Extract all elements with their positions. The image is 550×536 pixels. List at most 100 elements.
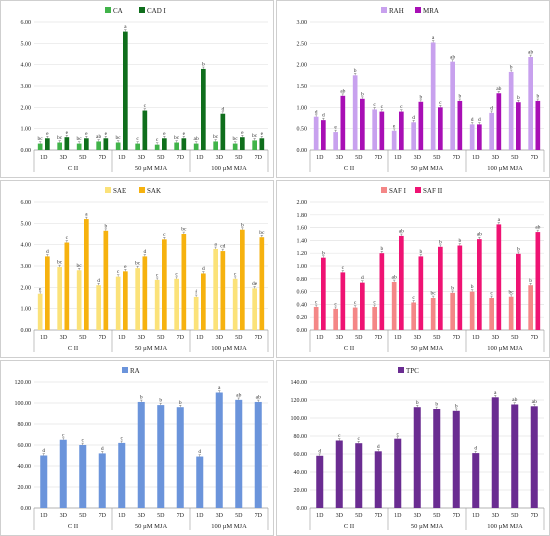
significance-label: ab — [512, 397, 517, 403]
significance-label: d — [361, 275, 364, 281]
x-tick-label: 3D — [414, 335, 422, 341]
x-tick-label: 7D — [255, 513, 263, 519]
bar-sae-11 — [232, 278, 238, 330]
y-tick-label: 2.00 — [21, 105, 32, 111]
y-tick-label: 120.00 — [291, 398, 308, 404]
y-tick-label: 0.80 — [297, 277, 308, 283]
bar-ca-12 — [252, 140, 257, 150]
chart-panel-3: SAE SAK0.001.002.003.004.005.006.00ed1Dbc… — [0, 180, 274, 358]
bar-sae-3 — [76, 270, 82, 330]
bar-saf-i-3 — [352, 307, 358, 330]
bar-mra-12 — [535, 100, 541, 150]
y-tick-label: 1.50 — [297, 84, 308, 90]
x-tick-label: 7D — [375, 513, 383, 519]
legend-swatch-saf-i — [381, 187, 387, 193]
chart-panel-5: RA 0.00 20.00 40.00 60.00 80.00 100.00 120.00 d 1… — [0, 360, 274, 536]
x-tick-label: 3D — [492, 335, 500, 341]
significance-label: bc — [181, 227, 187, 233]
x-tick-label: 3D — [492, 155, 500, 161]
significance-label: c — [175, 271, 178, 277]
x-tick-label: 3D — [336, 335, 344, 341]
x-tick-label: 1D — [394, 513, 402, 519]
x-tick-label: 7D — [453, 335, 461, 341]
y-tick-label: 2.00 — [297, 63, 308, 69]
panel-border — [276, 0, 550, 178]
bar-tpc-6 — [413, 407, 421, 508]
bar-saf-ii-2 — [340, 272, 346, 330]
bar-mra-1 — [321, 120, 326, 150]
y-tick-label: 1.80 — [297, 213, 308, 219]
bar-saf-ii-6 — [418, 256, 424, 330]
x-tick-label: 1D — [196, 155, 204, 161]
bar-saf-ii-9 — [477, 239, 482, 330]
legend-label: CA — [113, 7, 123, 15]
x-tick-label: 1D — [394, 335, 402, 341]
bar-sak-1 — [45, 256, 50, 330]
x-tick-label: 3D — [60, 513, 68, 519]
group-label: 50 µM MJA — [135, 165, 168, 172]
significance-label: c — [439, 100, 442, 106]
significance-label: bc — [233, 136, 239, 142]
significance-label: b — [517, 246, 520, 252]
bar-ca-2 — [57, 142, 62, 150]
bar-saf-i-8 — [450, 292, 455, 330]
bar-saf-ii-11 — [516, 253, 521, 330]
bar-cad-i-12 — [259, 138, 265, 150]
y-tick-label: 80.00 — [294, 434, 308, 440]
significance-label: d — [143, 249, 146, 255]
bar-mra-9 — [477, 124, 482, 150]
group-label: 50 µM MJA — [135, 523, 168, 530]
significance-label: bc — [116, 135, 122, 141]
x-tick-label: 5D — [235, 155, 243, 161]
bar-saf-ii-10 — [496, 224, 502, 330]
chart-panel-6: TPC 0.00 20.00 40.00 60.00 80.00 100.00 120.00 1… — [276, 360, 550, 536]
x-tick-label: 1D — [472, 335, 480, 341]
y-tick-label: 0.20 — [297, 315, 308, 321]
significance-label: b — [458, 238, 461, 244]
significance-label: bc — [77, 263, 83, 269]
significance-label: c — [400, 104, 403, 110]
x-tick-label: 1D — [196, 335, 204, 341]
x-tick-label: 3D — [138, 155, 146, 161]
significance-label: c — [490, 291, 493, 297]
significance-label: b — [140, 395, 143, 401]
significance-label: c — [412, 295, 415, 301]
bar-mra-2 — [340, 95, 346, 150]
bar-tpc-1 — [316, 455, 324, 508]
x-tick-label: 3D — [216, 513, 224, 519]
bar-saf-i-5 — [391, 282, 397, 330]
significance-label: bc — [252, 133, 258, 139]
bar-sae-4 — [96, 285, 101, 330]
bar-mra-11 — [516, 102, 521, 150]
x-tick-label: 5D — [79, 155, 87, 161]
x-tick-label: 7D — [255, 335, 263, 341]
x-tick-label: 7D — [177, 513, 185, 519]
y-tick-label: 4.00 — [21, 63, 32, 69]
x-tick-label: 7D — [255, 155, 263, 161]
y-tick-label: 1.40 — [297, 238, 308, 244]
bar-ra-6 — [137, 401, 145, 508]
bar-saf-ii-12 — [535, 232, 541, 330]
y-tick-label: 2.50 — [297, 41, 308, 47]
y-tick-label: 2.00 — [21, 285, 32, 291]
x-tick-label: 5D — [157, 155, 165, 161]
bar-cad-i-7 — [162, 138, 167, 150]
group-label: C II — [68, 345, 78, 352]
significance-label: d — [42, 448, 45, 454]
significance-label: a — [218, 385, 221, 391]
legend-label: RAH — [389, 7, 404, 15]
y-tick-label: 1.60 — [297, 226, 308, 232]
significance-label: cd — [220, 244, 225, 250]
significance-label: d — [46, 249, 49, 255]
bar-saf-ii-3 — [360, 282, 365, 330]
y-tick-label: 0.00 — [297, 148, 308, 154]
y-tick-label: 60.00 — [294, 452, 308, 458]
significance-label: c — [234, 271, 237, 277]
significance-label: b — [455, 403, 458, 409]
group-label: 100 µM MJA — [487, 165, 523, 172]
bar-sae-9 — [193, 296, 199, 330]
y-tick-label: 3.00 — [21, 264, 32, 270]
bar-sak-8 — [181, 234, 187, 330]
x-tick-label: 1D — [316, 155, 324, 161]
significance-label: bc — [38, 136, 44, 142]
